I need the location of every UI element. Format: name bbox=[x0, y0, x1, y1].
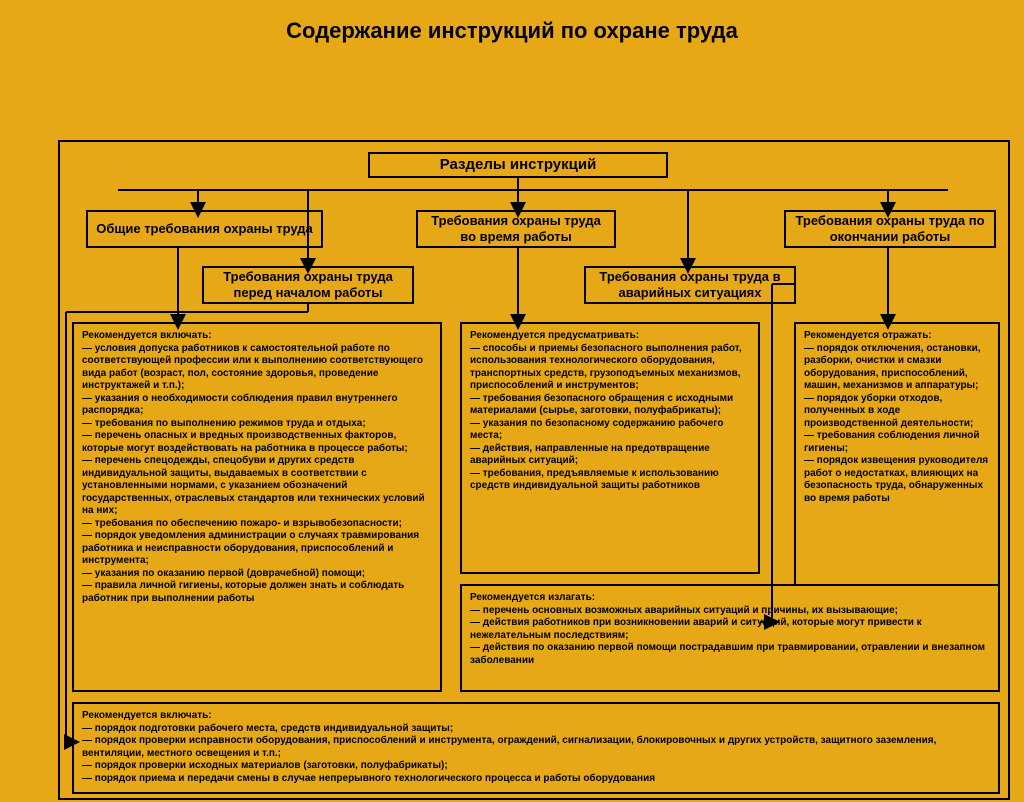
level2-b: Требования охраны труда во время работы bbox=[416, 210, 616, 248]
emerg-lead: Рекомендуется излагать: bbox=[470, 592, 990, 605]
col3-lead: Рекомендуется отражать: bbox=[804, 330, 990, 343]
col2-lead: Рекомендуется предусматривать: bbox=[470, 330, 750, 343]
emerg-body: — перечень основных возможных аварийных … bbox=[470, 605, 990, 668]
level3-b: Требования охраны труда в аварийных ситу… bbox=[584, 266, 796, 304]
content-col3: Рекомендуется отражать: — порядок отключ… bbox=[794, 322, 1000, 604]
level2-c: Требования охраны труда по окончании раб… bbox=[784, 210, 996, 248]
col2-body: — способы и приемы безопасного выполнени… bbox=[470, 343, 750, 493]
level3-a: Требования охраны труда перед началом ра… bbox=[202, 266, 414, 304]
col3-body: — порядок отключения, остановки, разборк… bbox=[804, 343, 990, 506]
page-title: Содержание инструкций по охране труда bbox=[28, 18, 996, 44]
content-bottom: Рекомендуется включать: — порядок подгот… bbox=[72, 702, 1000, 794]
content-col1: Рекомендуется включать: — условия допуск… bbox=[72, 322, 442, 692]
content-col2: Рекомендуется предусматривать: — способы… bbox=[460, 322, 760, 574]
col1-body: — условия допуска работников к самостоят… bbox=[82, 343, 432, 606]
content-emergency: Рекомендуется излагать: — перечень основ… bbox=[460, 584, 1000, 692]
level2-a: Общие требования охраны труда bbox=[86, 210, 323, 248]
root-box: Разделы инструкций bbox=[368, 152, 668, 178]
bottom-lead: Рекомендуется включать: bbox=[82, 710, 990, 723]
bottom-body: — порядок подготовки рабочего места, сре… bbox=[82, 723, 990, 786]
col1-lead: Рекомендуется включать: bbox=[82, 330, 432, 343]
